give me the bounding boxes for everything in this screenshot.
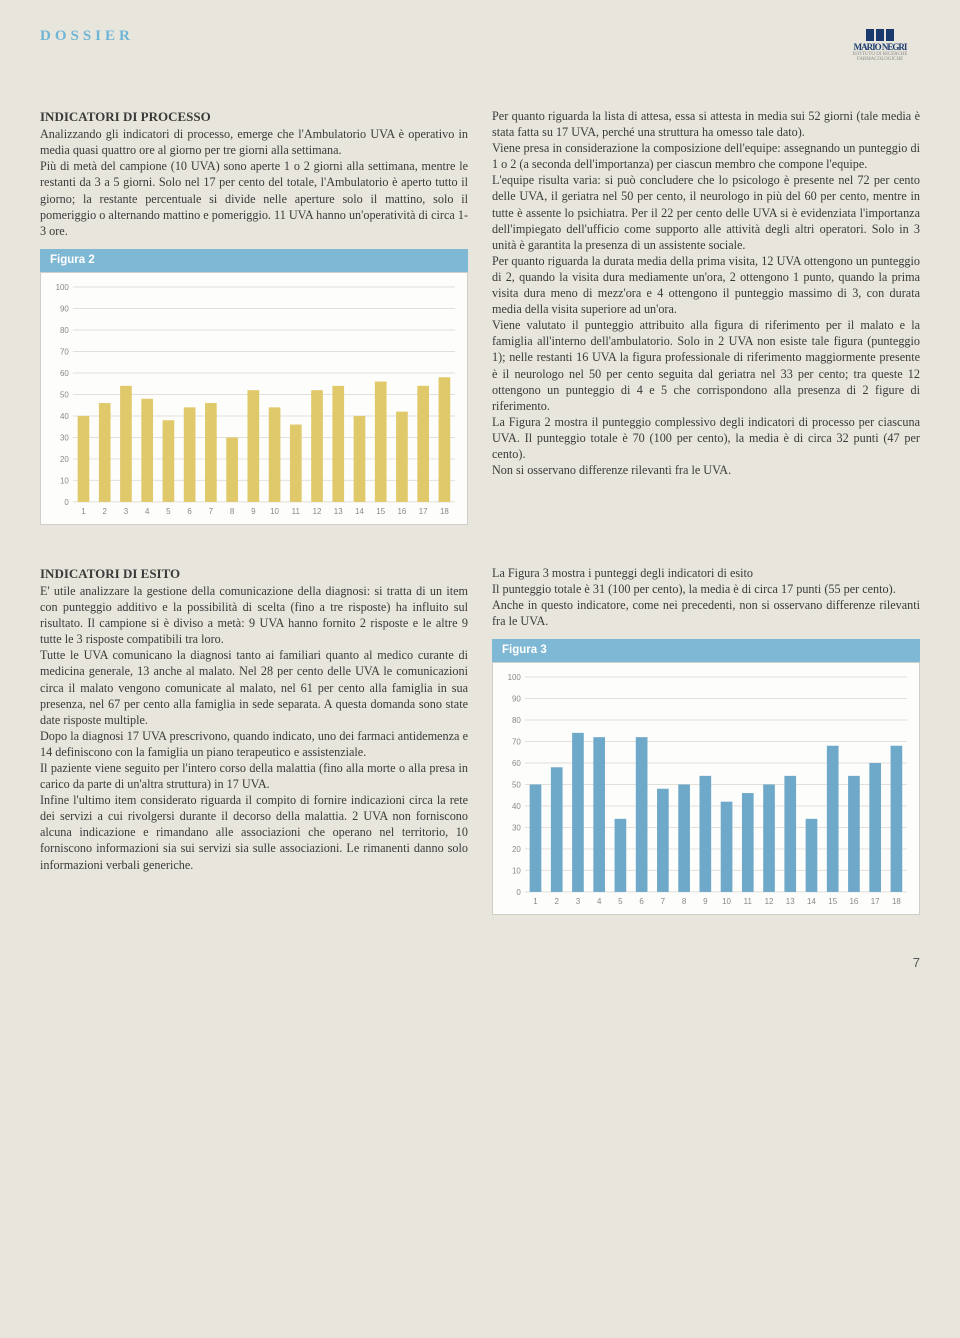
svg-text:1: 1 bbox=[533, 897, 538, 906]
figure3-svg: 0102030405060708090100123456789101112131… bbox=[495, 671, 913, 910]
svg-text:5: 5 bbox=[166, 507, 171, 516]
page-number: 7 bbox=[40, 955, 920, 970]
svg-text:30: 30 bbox=[60, 433, 69, 442]
svg-text:70: 70 bbox=[60, 347, 69, 356]
svg-text:8: 8 bbox=[230, 507, 235, 516]
svg-text:14: 14 bbox=[355, 507, 364, 516]
svg-text:0: 0 bbox=[516, 888, 521, 897]
svg-text:3: 3 bbox=[576, 897, 581, 906]
svg-text:0: 0 bbox=[64, 498, 69, 507]
svg-text:100: 100 bbox=[508, 673, 522, 682]
figure3-label: Figura 3 bbox=[492, 639, 920, 662]
section-title-processo: INDICATORI DI PROCESSO bbox=[40, 108, 468, 125]
svg-text:9: 9 bbox=[703, 897, 708, 906]
processo-right-text: Per quanto riguarda la lista di attesa, … bbox=[492, 108, 920, 478]
svg-text:13: 13 bbox=[786, 897, 795, 906]
section-title-esito: INDICATORI DI ESITO bbox=[40, 565, 468, 582]
svg-text:10: 10 bbox=[722, 897, 731, 906]
svg-text:20: 20 bbox=[512, 845, 521, 854]
svg-text:10: 10 bbox=[512, 867, 521, 876]
svg-text:8: 8 bbox=[682, 897, 687, 906]
svg-text:9: 9 bbox=[251, 507, 256, 516]
svg-text:3: 3 bbox=[124, 507, 129, 516]
figure2-svg: 0102030405060708090100123456789101112131… bbox=[43, 281, 461, 520]
svg-text:11: 11 bbox=[744, 897, 753, 906]
col-left: INDICATORI DI PROCESSO Analizzando gli i… bbox=[40, 108, 468, 529]
section-processo: INDICATORI DI PROCESSO Analizzando gli i… bbox=[40, 108, 920, 529]
svg-text:4: 4 bbox=[145, 507, 150, 516]
svg-text:14: 14 bbox=[807, 897, 816, 906]
svg-text:50: 50 bbox=[60, 390, 69, 399]
svg-text:80: 80 bbox=[60, 326, 69, 335]
col-right: Per quanto riguarda la lista di attesa, … bbox=[492, 108, 920, 529]
page-header: DOSSIER MARIO NEGRI ISTITUTO DI RICERCHE… bbox=[40, 28, 920, 68]
logo-sub: ISTITUTO DI RICERCHE FARMACOLOGICHE bbox=[840, 52, 920, 62]
figure3-chart: 0102030405060708090100123456789101112131… bbox=[492, 662, 920, 915]
processo-left-text: Analizzando gli indicatori di processo, … bbox=[40, 126, 468, 239]
svg-text:16: 16 bbox=[850, 897, 859, 906]
col-right-2: La Figura 3 mostra i punteggi degli indi… bbox=[492, 565, 920, 919]
svg-text:18: 18 bbox=[440, 507, 449, 516]
svg-text:17: 17 bbox=[419, 507, 428, 516]
section-esito: INDICATORI DI ESITO E' utile analizzare … bbox=[40, 565, 920, 919]
svg-text:70: 70 bbox=[512, 738, 521, 747]
svg-text:16: 16 bbox=[398, 507, 407, 516]
svg-text:11: 11 bbox=[292, 507, 301, 516]
svg-text:17: 17 bbox=[871, 897, 880, 906]
esito-right-text: La Figura 3 mostra i punteggi degli indi… bbox=[492, 565, 920, 629]
figure2-chart: 0102030405060708090100123456789101112131… bbox=[40, 272, 468, 525]
svg-text:20: 20 bbox=[60, 455, 69, 464]
svg-text:13: 13 bbox=[334, 507, 343, 516]
logo-brand: MARIO NEGRI bbox=[854, 42, 907, 52]
svg-text:40: 40 bbox=[512, 802, 521, 811]
svg-text:60: 60 bbox=[512, 759, 521, 768]
dossier-title: DOSSIER bbox=[40, 28, 134, 45]
svg-text:12: 12 bbox=[313, 507, 322, 516]
svg-text:10: 10 bbox=[60, 476, 69, 485]
svg-text:2: 2 bbox=[554, 897, 559, 906]
svg-text:6: 6 bbox=[187, 507, 192, 516]
svg-text:80: 80 bbox=[512, 716, 521, 725]
brand-logo: MARIO NEGRI ISTITUTO DI RICERCHE FARMACO… bbox=[840, 28, 920, 68]
svg-text:6: 6 bbox=[639, 897, 644, 906]
svg-text:90: 90 bbox=[60, 304, 69, 313]
esito-left-text: E' utile analizzare la gestione della co… bbox=[40, 583, 468, 873]
svg-text:100: 100 bbox=[56, 283, 70, 292]
col-left-2: INDICATORI DI ESITO E' utile analizzare … bbox=[40, 565, 468, 919]
svg-text:12: 12 bbox=[765, 897, 774, 906]
svg-text:1: 1 bbox=[81, 507, 86, 516]
svg-text:40: 40 bbox=[60, 412, 69, 421]
svg-text:60: 60 bbox=[60, 369, 69, 378]
svg-text:15: 15 bbox=[828, 897, 837, 906]
svg-text:90: 90 bbox=[512, 695, 521, 704]
svg-text:30: 30 bbox=[512, 824, 521, 833]
svg-text:5: 5 bbox=[618, 897, 623, 906]
svg-text:15: 15 bbox=[376, 507, 385, 516]
svg-text:7: 7 bbox=[661, 897, 666, 906]
figure2-label: Figura 2 bbox=[40, 249, 468, 272]
svg-text:4: 4 bbox=[597, 897, 602, 906]
svg-text:10: 10 bbox=[270, 507, 279, 516]
svg-text:50: 50 bbox=[512, 781, 521, 790]
svg-text:18: 18 bbox=[892, 897, 901, 906]
svg-text:2: 2 bbox=[102, 507, 107, 516]
svg-text:7: 7 bbox=[209, 507, 214, 516]
